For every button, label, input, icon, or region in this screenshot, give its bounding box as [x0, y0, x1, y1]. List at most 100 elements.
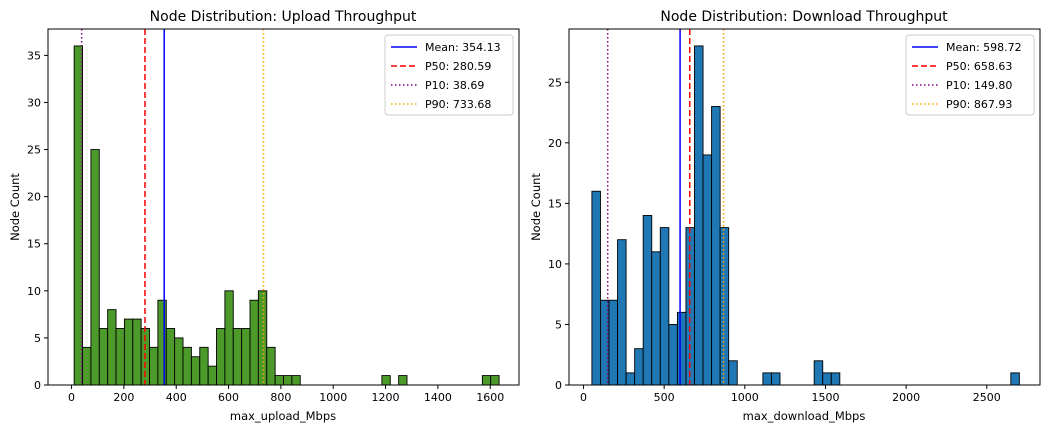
upload-x-tick-label: 600 — [218, 391, 239, 404]
download-y-tick-label: 5 — [555, 318, 562, 331]
download-x-tick-label: 2500 — [973, 391, 1001, 404]
upload-histogram-bar — [157, 299, 167, 386]
upload-histogram-bar — [90, 149, 100, 386]
download-legend — [905, 34, 1035, 116]
upload-x-tick-label: 200 — [113, 391, 134, 404]
upload-histogram-bar — [107, 309, 117, 386]
upload-y-tick-label: 15 — [27, 238, 41, 251]
download-y-tick-label: 25 — [548, 76, 562, 89]
download-histogram-bar — [702, 154, 713, 386]
download-histogram-bar — [770, 372, 781, 386]
download-y-axis-label: Node Count — [529, 173, 543, 241]
upload-histogram-bar — [381, 375, 391, 386]
download-axes-frame — [568, 28, 1041, 386]
upload-histogram-bar — [132, 318, 142, 386]
upload-y-tick-label: 0 — [34, 379, 41, 392]
upload-legend-label: P50: 280.59 — [425, 60, 491, 73]
download-histogram-bar — [762, 372, 772, 386]
download-histogram-bar — [813, 360, 824, 386]
upload-histogram-bar — [257, 290, 268, 386]
download-chart-title: Node Distribution: Download Throughput — [660, 9, 948, 25]
upload-histogram-bar — [291, 375, 301, 386]
upload-x-tick-label: 1000 — [319, 391, 347, 404]
upload-histogram-bar — [283, 375, 293, 386]
download-histogram-bar — [694, 45, 704, 386]
download-y-tick-label: 0 — [555, 379, 562, 392]
upload-x-tick-label: 1200 — [372, 391, 400, 404]
download-histogram-bar — [617, 239, 627, 386]
upload-histogram-bar — [199, 346, 209, 386]
upload-histogram-bar — [115, 328, 125, 386]
upload-legend — [384, 34, 514, 116]
upload-x-axis-label: max_upload_Mbps — [230, 409, 336, 423]
download-legend-label: P90: 867.93 — [946, 98, 1012, 111]
upload-histogram-bar — [182, 346, 192, 386]
upload-histogram-bar — [207, 365, 217, 386]
download-histogram-bar — [600, 299, 610, 386]
upload-x-tick-label: 1400 — [424, 391, 452, 404]
upload-y-tick-label: 35 — [27, 49, 41, 62]
upload-histogram-bar — [216, 328, 226, 386]
upload-histogram-panel: Node Distribution: Upload Throughput max… — [8, 9, 520, 423]
upload-histogram-bar — [490, 375, 500, 386]
upload-legend-label: P10: 38.69 — [425, 79, 484, 92]
upload-histogram-bar — [249, 299, 259, 386]
upload-legend-label: P90: 733.68 — [425, 98, 491, 111]
download-histogram-bar — [642, 215, 653, 386]
upload-histogram-bar — [82, 346, 92, 386]
upload-histogram-bar — [274, 375, 284, 386]
upload-y-axis-label: Node Count — [8, 173, 22, 241]
download-histogram-bar — [651, 251, 661, 386]
download-histogram-bar — [711, 106, 721, 386]
upload-histogram-bar — [266, 346, 276, 386]
download-x-tick-label: 500 — [654, 391, 675, 404]
download-y-tick-label: 15 — [548, 197, 562, 210]
download-y-tick-label: 20 — [548, 137, 562, 150]
download-x-tick-label: 2000 — [892, 391, 920, 404]
download-legend-label: P10: 149.80 — [946, 79, 1012, 92]
download-legend-label: Mean: 598.72 — [946, 41, 1022, 54]
upload-x-tick-label: 400 — [166, 391, 187, 404]
upload-histogram-bar — [98, 328, 109, 386]
upload-histogram-bar — [190, 356, 201, 386]
download-histogram-bar — [608, 299, 619, 386]
upload-histogram-bar — [398, 375, 408, 386]
upload-histogram-bar — [149, 346, 159, 386]
download-legend-label: P50: 658.63 — [946, 60, 1012, 73]
download-histogram-bar — [591, 190, 601, 386]
download-histogram-bar — [822, 372, 832, 386]
upload-axes-frame — [47, 28, 520, 386]
upload-chart-title: Node Distribution: Upload Throughput — [150, 9, 417, 25]
upload-histogram-bar — [481, 375, 492, 386]
upload-legend-label: Mean: 354.13 — [425, 41, 501, 54]
download-x-tick-label: 1500 — [811, 391, 839, 404]
upload-x-tick-label: 1600 — [476, 391, 504, 404]
upload-histogram-bar — [224, 290, 234, 386]
download-x-axis-label: max_download_Mbps — [743, 409, 866, 423]
upload-histogram-bar — [174, 337, 184, 386]
download-histogram-bar — [668, 324, 678, 386]
download-histogram-bar — [659, 227, 670, 386]
download-histogram-bar — [625, 372, 636, 386]
upload-y-tick-label: 10 — [27, 285, 41, 298]
upload-y-tick-label: 25 — [27, 144, 41, 157]
upload-histogram-bar — [123, 318, 134, 386]
upload-histogram-bar — [241, 328, 251, 386]
download-histogram-bar — [728, 360, 738, 386]
upload-histogram-bar — [232, 328, 243, 386]
download-histogram-bar — [676, 311, 687, 386]
download-histogram-panel: Node Distribution: Download Throughput m… — [529, 9, 1041, 423]
download-x-tick-label: 1000 — [731, 391, 759, 404]
download-histogram-bar — [719, 227, 730, 386]
upload-y-tick-label: 30 — [27, 96, 41, 109]
download-x-tick-label: 0 — [580, 391, 587, 404]
upload-histogram-bar — [165, 328, 176, 386]
download-histogram-bar — [685, 227, 695, 386]
download-histogram-bar — [1010, 372, 1020, 386]
upload-x-tick-label: 800 — [270, 391, 291, 404]
download-y-tick-label: 10 — [548, 258, 562, 271]
download-histogram-bar — [634, 348, 644, 386]
upload-x-tick-label: 0 — [68, 391, 75, 404]
